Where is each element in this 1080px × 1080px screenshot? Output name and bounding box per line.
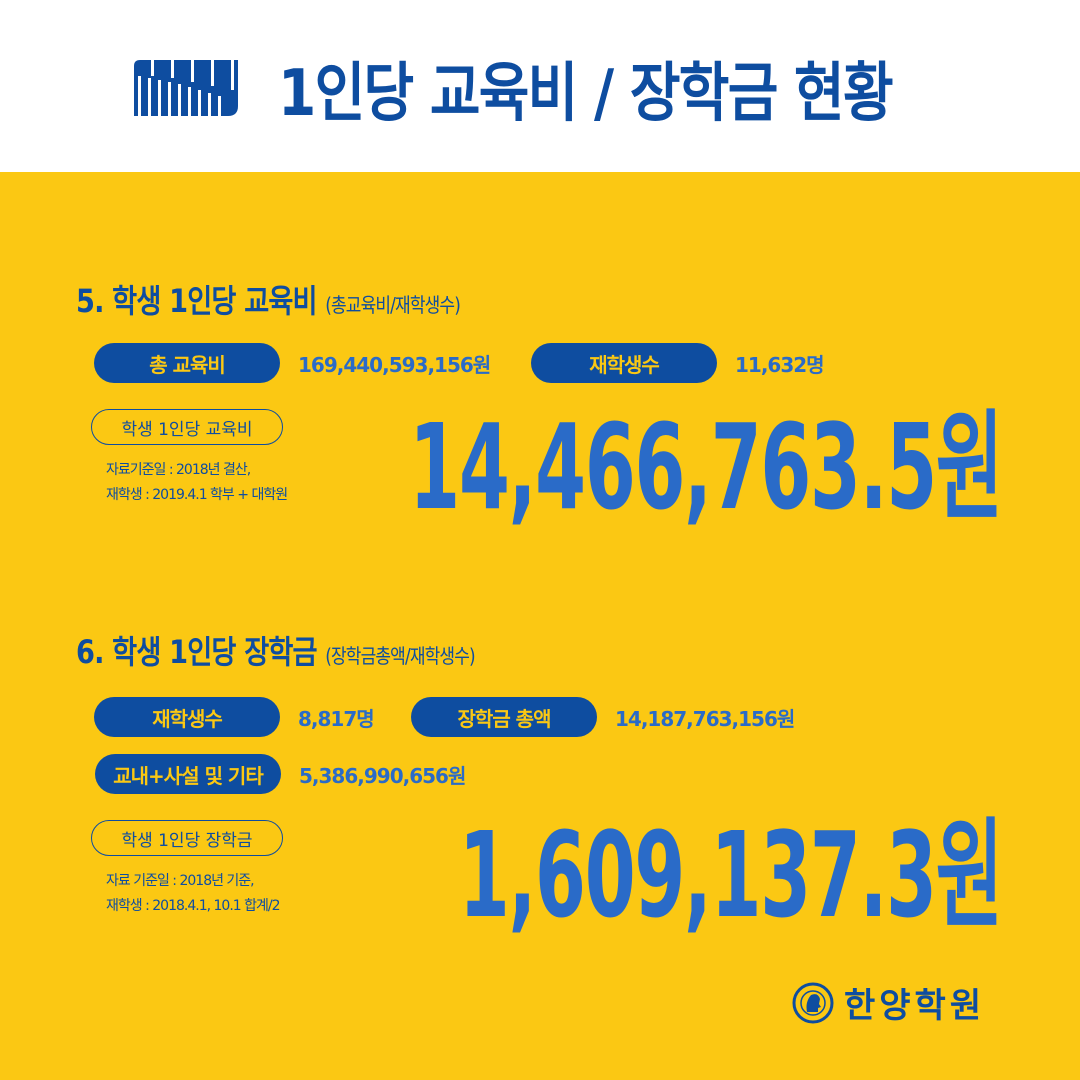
note-line: 재학생 : 2019.4.1 학부 + 대학원 xyxy=(106,487,288,503)
header: 1인당 교육비 / 장학금 현황 xyxy=(0,0,1080,172)
section6-subtitle: (장학금총액/재학생수) xyxy=(325,644,475,668)
students-value: 8,817명 xyxy=(298,706,375,731)
other-scholarship-label: 교내+사설 및 기타 xyxy=(95,754,281,794)
section5-title-text: 5. 학생 1인당 교육비 xyxy=(76,282,318,320)
section5-title: 5. 학생 1인당 교육비 (총교육비/재학생수) xyxy=(76,276,461,322)
total-education-cost-value: 169,440,593,156원 xyxy=(298,352,491,377)
students-label: 재학생수 xyxy=(531,343,717,383)
brand-logo: 한양학원 xyxy=(792,978,985,1027)
note-line: 자료기준일 : 2018년 결산, xyxy=(106,462,251,478)
students-value: 11,632명 xyxy=(735,352,825,377)
brand-name: 한양학원 xyxy=(844,986,986,1026)
per-student-cost-label: 학생 1인당 교육비 xyxy=(91,409,283,445)
per-student-cost-result: 14,466,763.5원 xyxy=(409,398,1003,536)
section6-notes: 자료 기준일 : 2018년 기준, 재학생 : 2018.4.1, 10.1 … xyxy=(106,869,281,919)
total-education-cost-label: 총 교육비 xyxy=(94,343,280,383)
other-scholarship-value: 5,386,990,656원 xyxy=(299,763,466,788)
scholarship-total-label: 장학금 총액 xyxy=(411,697,597,737)
note-line: 재학생 : 2018.4.1, 10.1 합계/2 xyxy=(106,898,281,914)
scholarship-total-value: 14,187,763,156원 xyxy=(615,706,795,731)
per-student-scholarship-result: 1,609,137.3원 xyxy=(458,806,1003,944)
university-logo-icon xyxy=(134,60,238,116)
section6-title: 6. 학생 1인당 장학금 (장학금총액/재학생수) xyxy=(76,627,476,673)
section5-notes: 자료기준일 : 2018년 결산, 재학생 : 2019.4.1 학부 + 대학… xyxy=(106,458,288,508)
hanyang-academy-emblem-icon xyxy=(792,982,834,1023)
students-label: 재학생수 xyxy=(94,697,280,737)
section6-title-text: 6. 학생 1인당 장학금 xyxy=(76,633,318,671)
per-student-scholarship-label: 학생 1인당 장학금 xyxy=(91,820,283,856)
page-title: 1인당 교육비 / 장학금 현황 xyxy=(278,57,894,131)
note-line: 자료 기준일 : 2018년 기준, xyxy=(106,873,255,889)
section5-subtitle: (총교육비/재학생수) xyxy=(325,293,461,317)
